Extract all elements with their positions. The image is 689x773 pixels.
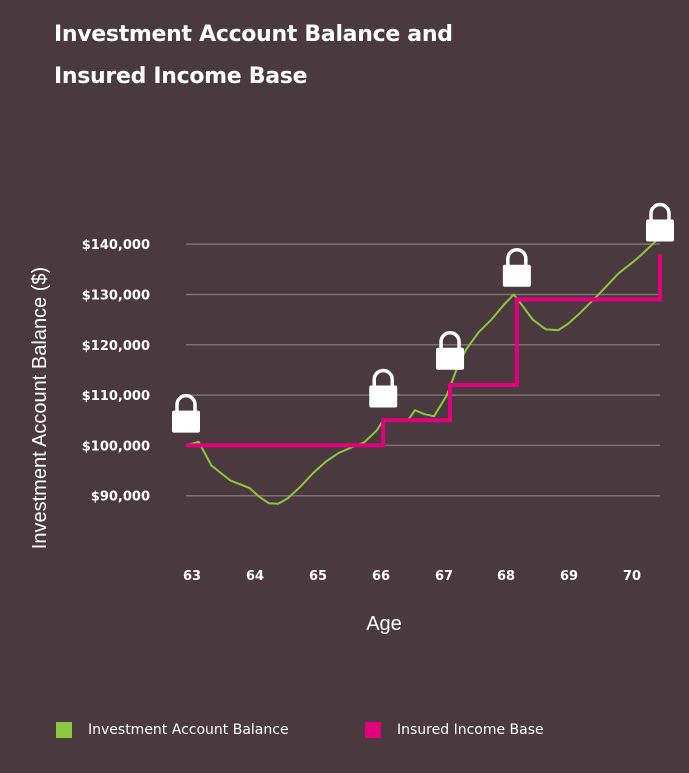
y-tick-label: $130,000 xyxy=(82,288,150,303)
y-tick-labels: $90,000 $100,000 $110,000 $120,000 $130,000 $… xyxy=(82,238,150,505)
chart-legend: Investment Account Balance Insured Incom… xyxy=(56,722,676,746)
x-tick-labels: 63 64 65 66 67 68 69 70 xyxy=(183,569,641,584)
series-lines xyxy=(185,236,662,505)
x-tick-label: 65 xyxy=(309,569,327,584)
x-tick-label: 66 xyxy=(372,569,390,584)
lock-icon xyxy=(172,393,200,433)
y-tick-label: $140,000 xyxy=(82,238,150,253)
legend-swatch-investment xyxy=(56,722,72,738)
chart-title: Investment Account Balance and Insured I… xyxy=(54,14,654,98)
x-tick-label: 69 xyxy=(560,569,578,584)
y-tick-label: $100,000 xyxy=(82,439,150,454)
lock-icon xyxy=(369,368,398,408)
legend-swatch-income-base xyxy=(365,722,381,738)
y-axis-label: Investment Account Balance ($) xyxy=(29,267,51,549)
lock-markers xyxy=(172,202,674,433)
lock-icon xyxy=(502,248,531,287)
x-tick-label: 70 xyxy=(623,569,641,584)
lock-icon xyxy=(436,331,465,370)
legend-item-investment: Investment Account Balance xyxy=(56,722,289,738)
grid-lines xyxy=(186,243,660,497)
investment-balance-line xyxy=(185,236,661,505)
legend-label-income-base: Insured Income Base xyxy=(397,722,544,738)
y-tick-label: $90,000 xyxy=(91,490,150,505)
insured-income-base-line xyxy=(186,254,662,448)
y-tick-label: $110,000 xyxy=(82,389,150,404)
y-tick-label: $120,000 xyxy=(82,339,150,354)
legend-label-investment: Investment Account Balance xyxy=(88,722,289,738)
chart-title-line-2: Insured Income Base xyxy=(54,64,308,89)
x-axis-label: Age xyxy=(366,613,402,635)
lock-icon xyxy=(646,202,674,242)
legend-item-income-base: Insured Income Base xyxy=(365,722,544,738)
x-tick-label: 63 xyxy=(183,569,201,584)
x-tick-label: 68 xyxy=(497,569,515,584)
chart-title-line-1: Investment Account Balance and xyxy=(54,22,453,47)
x-tick-label: 67 xyxy=(435,569,453,584)
x-tick-label: 64 xyxy=(246,569,264,584)
